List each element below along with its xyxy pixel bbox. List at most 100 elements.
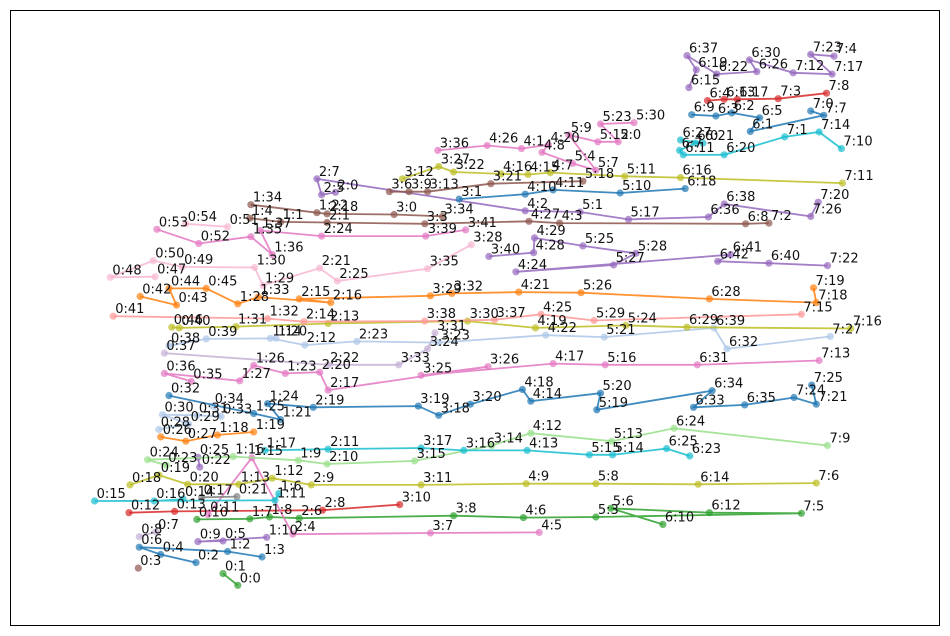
point-label: 1:4	[252, 204, 273, 219]
point-label: 7:8	[829, 79, 850, 94]
point-label: 7:18	[818, 289, 847, 304]
point-label: 2:25	[339, 267, 368, 282]
point-label: 6:29	[689, 313, 718, 328]
point-label: 5:17	[631, 205, 660, 220]
point-label: 3:38	[427, 307, 456, 322]
point-label: 0:43	[179, 291, 208, 306]
point-label: 1:10	[269, 523, 298, 538]
point-label: 0:40	[181, 314, 210, 329]
point-label: 0:32	[171, 382, 200, 397]
point-label: 3:35	[430, 255, 459, 270]
point-label: 3:22	[456, 158, 485, 173]
point-label: 3:23	[441, 329, 470, 344]
point-label: 5:14	[615, 441, 644, 456]
point-label: 0:50	[155, 247, 184, 262]
point-label: 0:45	[208, 274, 237, 289]
point-label: 4:29	[537, 224, 566, 239]
point-label: 3:18	[441, 401, 470, 416]
point-label: 4:7	[552, 159, 573, 174]
point-label: 4:10	[527, 180, 556, 195]
point-label: 5:24	[628, 311, 657, 326]
point-label: 1:36	[274, 241, 303, 256]
point-label: 6:35	[747, 391, 776, 406]
point-label: 0:3	[140, 554, 161, 569]
point-label: 6:9	[694, 101, 715, 116]
point-label: 5:11	[627, 162, 656, 177]
point-label: 2:16	[333, 289, 362, 304]
point-label: 6:38	[726, 190, 755, 205]
point-label: 1:9	[300, 446, 321, 461]
point-label: 0:15	[97, 487, 126, 502]
point-label: 1:29	[265, 271, 294, 286]
point-label: 7:16	[853, 315, 882, 330]
point-label: 6:36	[710, 203, 739, 218]
point-label: 0:28	[161, 416, 190, 431]
point-label: 6:10	[665, 510, 694, 525]
point-label: 3:10	[402, 491, 431, 506]
point-label: 6:8	[748, 210, 769, 225]
point-label: 7:25	[814, 371, 843, 386]
point-label: 2:8	[325, 496, 346, 511]
point-label: 6:40	[771, 249, 800, 264]
point-label: 1:34	[253, 191, 282, 206]
point-label: 6:28	[711, 285, 740, 300]
point-label: 0:1	[225, 560, 246, 575]
point-label: 6:2	[734, 99, 755, 114]
point-label: 7:26	[813, 202, 842, 217]
point-label: 7:0	[813, 97, 834, 112]
point-label: 7:6	[818, 469, 839, 484]
point-label: 4:13	[529, 436, 558, 451]
point-label: 0:20	[190, 470, 219, 485]
point-label: 4:12	[533, 419, 562, 434]
point-label: 7:4	[836, 42, 857, 57]
point-label: 0:47	[157, 263, 186, 278]
point-label: 3:15	[417, 447, 446, 462]
point-label: 0:30	[165, 401, 194, 416]
point-label: 5:25	[585, 232, 614, 247]
point-label: 2:4	[295, 520, 316, 535]
point-label: 4:14	[533, 387, 562, 402]
point-label: 6:12	[711, 499, 740, 514]
point-label: 2:15	[301, 285, 330, 300]
point-label: 6:17	[739, 85, 768, 100]
point-label: 4:28	[536, 239, 565, 254]
point-label: 3:40	[491, 242, 520, 257]
point-label: 1:12	[274, 464, 303, 479]
point-label: 5:7	[598, 156, 619, 171]
point-label: 6:22	[719, 60, 748, 75]
point-label: 2:10	[329, 450, 358, 465]
point-label: 0:38	[171, 332, 200, 347]
point-label: 6:11	[685, 141, 714, 156]
point-label: 6:39	[716, 314, 745, 329]
point-label: 6:33	[696, 393, 725, 408]
point-label: 5:26	[583, 279, 612, 294]
point-label: 5:1	[582, 198, 603, 213]
point-label: 0:39	[208, 325, 237, 340]
point-label: 2:5	[324, 181, 345, 196]
point-label: 0:11	[210, 501, 239, 516]
point-label: 7:3	[780, 85, 801, 100]
point-label: 4:17	[555, 350, 584, 365]
point-label: 1:30	[257, 254, 286, 269]
point-label: 4:5	[541, 518, 562, 533]
point-label: 0:16	[156, 487, 185, 502]
point-label: 0:42	[142, 282, 171, 297]
point-label: 3:11	[423, 471, 452, 486]
point-label: 1:21	[283, 406, 312, 421]
point-label: 2:19	[315, 393, 344, 408]
point-label: 1:23	[287, 359, 316, 374]
point-label: 7:1	[787, 123, 808, 138]
point-label: 1:7	[252, 505, 273, 520]
point-label: 7:9	[830, 432, 851, 447]
point-label: 0:7	[158, 518, 179, 533]
point-label: 2:7	[319, 165, 340, 180]
point-label: 0:41	[115, 302, 144, 317]
point-label: 1:32	[270, 305, 299, 320]
point-label: 3:12	[405, 165, 434, 180]
point-label: 5:10	[622, 179, 651, 194]
point-label: 3:20	[472, 390, 501, 405]
point-label: 6:42	[720, 247, 749, 262]
point-label: 2:11	[330, 435, 359, 450]
point-label: 0:36	[166, 359, 195, 374]
